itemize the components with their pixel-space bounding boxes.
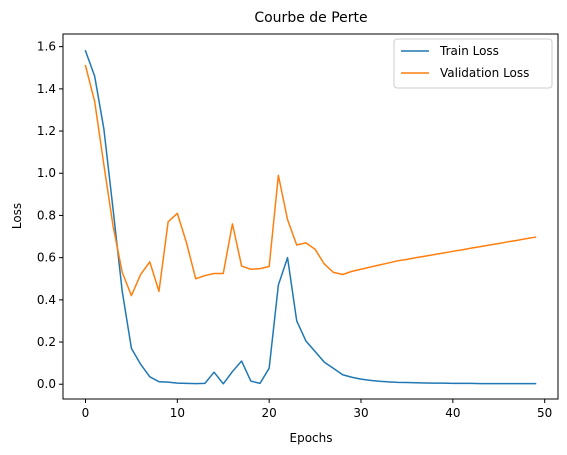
x-tick-label: 0 xyxy=(82,406,90,420)
series-line-validation-loss xyxy=(84,64,537,297)
series-line-train-loss xyxy=(84,49,537,385)
legend-label-validation-loss: Validation Loss xyxy=(440,66,529,80)
y-tick-label: 0.4 xyxy=(37,293,56,307)
y-tick-label: 1.4 xyxy=(37,82,56,96)
y-tick-label: 1.6 xyxy=(37,40,56,54)
y-axis-label: Loss xyxy=(10,203,24,229)
x-tick-label: 50 xyxy=(537,406,552,420)
x-tick-label: 20 xyxy=(262,406,277,420)
y-tick-label: 0.6 xyxy=(37,251,56,265)
x-tick-label: 10 xyxy=(170,406,185,420)
x-tick-label: 40 xyxy=(445,406,460,420)
legend-label-train-loss: Train Loss xyxy=(439,44,499,58)
plot-frame xyxy=(62,33,559,400)
x-tick-label: 30 xyxy=(353,406,368,420)
legend: Train Loss Validation Loss xyxy=(393,38,553,89)
axis-ticks: 0 10 20 30 40 50 0.0 0.2 0.4 0.6 0.8 1.0 1.2 1.4 1.6 xyxy=(37,40,552,420)
y-tick-label: 1.0 xyxy=(37,166,56,180)
chart-title: Courbe de Perte xyxy=(254,10,367,26)
y-tick-label: 1.2 xyxy=(37,124,56,138)
x-axis-label: Epochs xyxy=(290,431,333,445)
y-tick-label: 0.8 xyxy=(37,208,56,222)
legend-box xyxy=(393,38,553,89)
y-tick-label: 0.0 xyxy=(37,377,56,391)
y-tick-label: 0.2 xyxy=(37,335,56,349)
plot-area xyxy=(84,49,537,385)
